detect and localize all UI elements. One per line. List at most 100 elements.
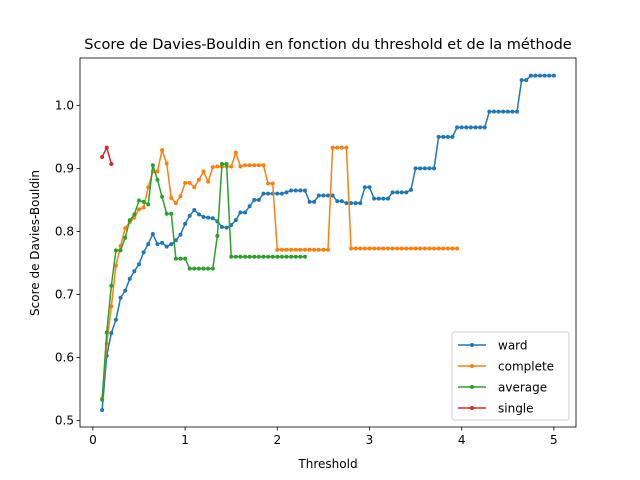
data-point-complete bbox=[196, 177, 201, 182]
data-point-complete bbox=[169, 196, 174, 201]
data-point-average bbox=[132, 212, 137, 217]
data-point-average bbox=[146, 202, 151, 207]
data-point-average bbox=[284, 254, 289, 259]
data-point-ward bbox=[164, 244, 169, 249]
data-point-ward bbox=[395, 190, 400, 195]
series-ward bbox=[100, 73, 556, 412]
data-point-complete bbox=[252, 163, 257, 168]
data-point-complete bbox=[358, 246, 363, 251]
data-point-complete bbox=[279, 247, 284, 252]
data-point-complete bbox=[160, 148, 165, 153]
data-point-ward bbox=[422, 166, 427, 171]
data-point-ward bbox=[109, 331, 114, 336]
data-point-complete bbox=[422, 246, 427, 251]
data-point-single bbox=[109, 161, 114, 166]
data-point-ward bbox=[358, 201, 363, 206]
data-point-average bbox=[298, 254, 303, 259]
series-complete bbox=[100, 145, 460, 401]
data-point-average bbox=[160, 194, 165, 199]
data-point-average bbox=[247, 254, 252, 259]
data-point-ward bbox=[385, 196, 390, 201]
data-point-ward bbox=[307, 199, 312, 204]
legend: ward complete average single bbox=[451, 331, 570, 421]
data-point-average bbox=[252, 254, 257, 259]
data-point-complete bbox=[137, 207, 142, 212]
data-point-ward bbox=[201, 214, 206, 219]
x-tick-label: 4 bbox=[458, 433, 466, 447]
data-point-complete bbox=[450, 246, 455, 251]
data-point-ward bbox=[196, 212, 201, 217]
legend-entry-complete: complete bbox=[458, 360, 554, 374]
data-point-ward bbox=[542, 73, 547, 78]
data-point-ward bbox=[524, 78, 529, 83]
x-tick-label: 2 bbox=[273, 433, 281, 447]
data-point-ward bbox=[100, 407, 105, 412]
data-point-ward bbox=[459, 125, 464, 130]
data-point-complete bbox=[316, 247, 321, 252]
data-point-complete bbox=[385, 246, 390, 251]
data-point-complete bbox=[293, 247, 298, 252]
data-point-ward bbox=[427, 166, 432, 171]
data-point-ward bbox=[210, 216, 215, 221]
data-point-complete bbox=[173, 201, 178, 206]
data-point-complete bbox=[141, 205, 146, 210]
data-point-complete bbox=[427, 246, 432, 251]
legend-marker-single bbox=[470, 406, 474, 410]
data-point-ward bbox=[266, 191, 271, 196]
x-tick-label: 3 bbox=[366, 433, 374, 447]
data-point-complete bbox=[146, 185, 151, 190]
data-point-ward bbox=[141, 250, 146, 255]
legend-marker-average bbox=[470, 385, 474, 389]
data-point-average bbox=[150, 163, 155, 168]
data-point-complete bbox=[395, 246, 400, 251]
data-point-ward bbox=[293, 188, 298, 193]
data-point-ward bbox=[256, 197, 261, 202]
data-point-complete bbox=[445, 246, 450, 251]
data-point-ward bbox=[335, 199, 340, 204]
data-point-average bbox=[196, 266, 201, 271]
data-point-ward bbox=[339, 199, 344, 204]
data-point-complete bbox=[362, 246, 367, 251]
chart-title: Score de Davies-Bouldin en fonction du t… bbox=[84, 37, 571, 53]
data-point-ward bbox=[192, 208, 197, 213]
data-point-average bbox=[183, 256, 188, 261]
data-point-complete bbox=[201, 169, 206, 174]
legend-label-average: average bbox=[498, 381, 547, 395]
data-point-ward bbox=[496, 109, 501, 114]
data-point-ward bbox=[482, 125, 487, 130]
y-tick-label: 0.5 bbox=[55, 414, 74, 428]
data-point-complete bbox=[349, 246, 354, 251]
data-point-ward bbox=[362, 185, 367, 190]
data-point-complete bbox=[109, 304, 114, 309]
data-point-ward bbox=[514, 109, 519, 114]
data-point-complete bbox=[436, 246, 441, 251]
data-point-ward bbox=[224, 225, 229, 230]
data-point-ward bbox=[455, 125, 460, 130]
data-point-complete bbox=[178, 194, 183, 199]
legend-label-single: single bbox=[498, 402, 534, 416]
data-point-ward bbox=[321, 193, 326, 198]
data-point-average bbox=[289, 254, 294, 259]
x-tick-label: 1 bbox=[181, 433, 189, 447]
data-point-complete bbox=[335, 145, 340, 150]
series-layer bbox=[100, 73, 556, 412]
data-point-complete bbox=[164, 161, 169, 166]
data-point-average bbox=[187, 266, 192, 271]
data-point-ward bbox=[404, 190, 409, 195]
data-point-ward bbox=[390, 190, 395, 195]
data-point-complete bbox=[390, 246, 395, 251]
legend-entry-ward: ward bbox=[458, 339, 528, 353]
data-point-complete bbox=[312, 247, 317, 252]
data-point-ward bbox=[298, 188, 303, 193]
series-single bbox=[100, 145, 114, 166]
data-point-ward bbox=[510, 109, 515, 114]
data-point-ward bbox=[491, 109, 496, 114]
data-point-average bbox=[100, 397, 105, 402]
data-point-average bbox=[219, 161, 224, 166]
data-point-complete bbox=[455, 246, 460, 251]
data-point-complete bbox=[413, 246, 418, 251]
data-point-ward bbox=[312, 199, 317, 204]
data-point-ward bbox=[326, 193, 330, 198]
data-point-complete bbox=[330, 145, 335, 150]
